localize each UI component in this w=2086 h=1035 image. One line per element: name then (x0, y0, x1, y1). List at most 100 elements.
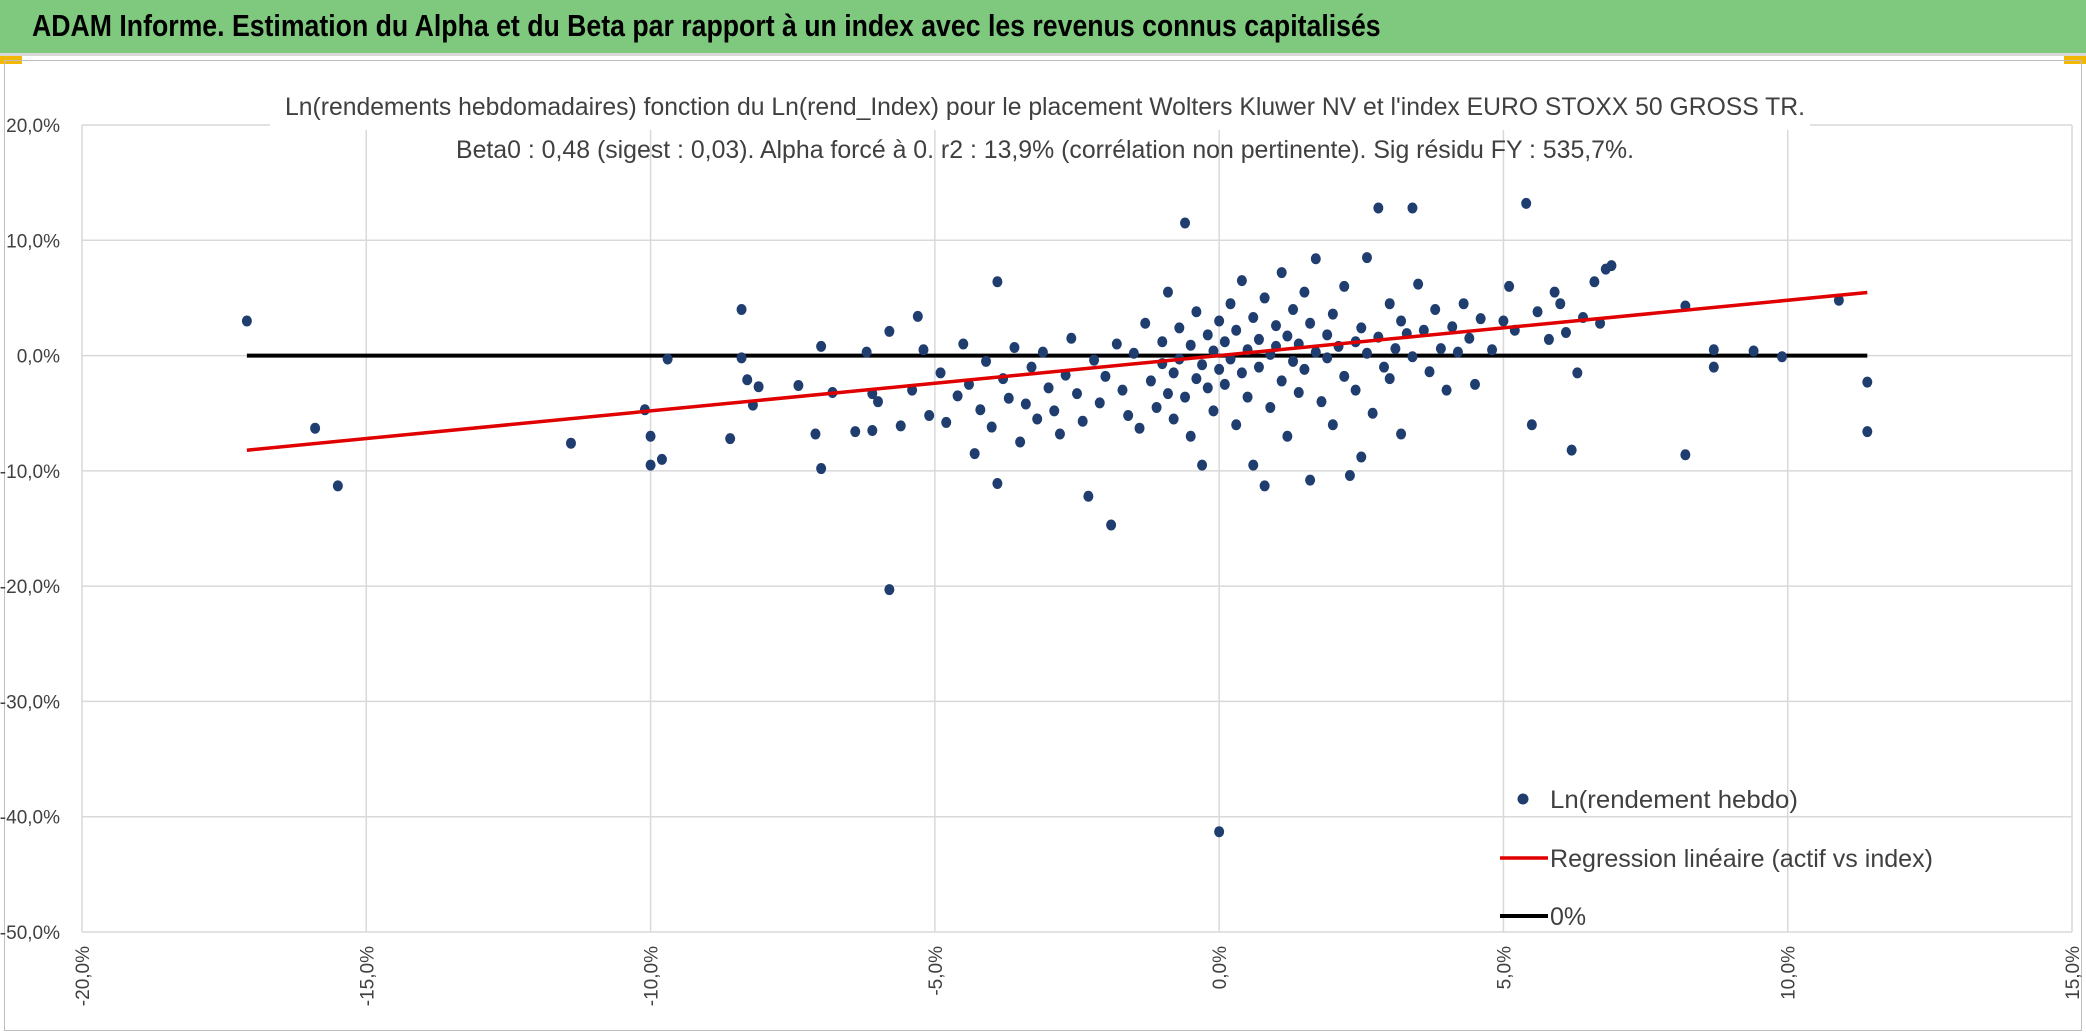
data-point (1595, 317, 1606, 329)
data-point (1521, 197, 1532, 209)
data-point (1748, 345, 1759, 357)
data-point (1015, 436, 1026, 448)
data-point (565, 437, 576, 449)
data-point (645, 430, 656, 442)
data-point (1049, 405, 1060, 417)
data-point (1555, 298, 1566, 310)
data-point (1424, 366, 1435, 378)
x-tick-label: -15,0% (357, 946, 378, 1006)
data-point (1219, 336, 1230, 348)
data-point (1339, 370, 1350, 382)
report-banner: ADAM Informe. Estimation du Alpha et du … (0, 0, 2086, 56)
data-point (1145, 375, 1156, 387)
data-point (1259, 292, 1270, 304)
data-point (1862, 426, 1873, 438)
data-point (861, 346, 872, 358)
data-point (850, 426, 861, 438)
data-point (958, 338, 969, 350)
x-axis-ticks: -20,0% -15,0% -10,0% -5,0% 0,0% 5,0% 10,0% 15,0… (73, 946, 2084, 1006)
report-title: ADAM Informe. Estimation du Alpha et du … (32, 8, 1381, 43)
data-point (1361, 252, 1372, 264)
data-point (975, 404, 986, 416)
data-point (1259, 480, 1270, 492)
data-point (662, 353, 673, 365)
data-point (1339, 280, 1350, 292)
data-point (1390, 343, 1401, 355)
chart-subtitle: Beta0 : 0,48 (sigest : 0,03). Alpha forc… (456, 136, 1634, 164)
data-point (1197, 359, 1208, 371)
data-point (810, 428, 821, 440)
legend-marker-points (1517, 793, 1529, 805)
data-point (1430, 303, 1441, 315)
data-point (1373, 202, 1384, 214)
data-point (873, 396, 883, 408)
data-point (1322, 352, 1333, 364)
x-tick-label: 15,0% (2063, 946, 2084, 1000)
data-point (924, 410, 935, 422)
data-point (1265, 401, 1276, 413)
data-point (1037, 346, 1048, 358)
data-point (1504, 280, 1515, 292)
data-point (1020, 398, 1031, 410)
x-tick-label: 5,0% (1494, 946, 1515, 989)
data-point (884, 584, 895, 596)
data-point (1003, 392, 1014, 404)
data-point (1560, 327, 1571, 339)
regression-line (246, 290, 1868, 452)
data-point (725, 433, 736, 445)
data-point (1452, 346, 1463, 358)
x-tick-label: 10,0% (1779, 946, 1800, 1000)
data-point (1282, 330, 1293, 342)
data-point (1777, 351, 1788, 363)
data-point (1282, 430, 1293, 442)
data-point (1327, 419, 1338, 431)
x-tick-label: -5,0% (926, 946, 947, 996)
data-point (884, 325, 895, 337)
data-point (1344, 469, 1355, 481)
data-point (656, 453, 667, 465)
data-point (1077, 415, 1088, 427)
y-tick-label: -20,0% (0, 577, 60, 598)
data-point (1248, 312, 1259, 324)
data-point (867, 425, 878, 437)
data-point (1322, 329, 1333, 341)
legend-label-points: Ln(rendement hebdo) (1550, 786, 1798, 814)
data-point (1276, 375, 1287, 387)
data-point (332, 480, 343, 492)
data-point (1208, 405, 1219, 417)
legend-label-regression: Regression linéaire (actif vs index) (1550, 845, 1933, 873)
data-point (1140, 317, 1151, 329)
data-point (1214, 363, 1225, 375)
data-point (816, 340, 827, 352)
data-point (1384, 298, 1395, 310)
chart-title: Ln(rendements hebdomadaires) fonction du… (285, 93, 1805, 121)
data-point (1111, 338, 1122, 350)
data-point (1157, 336, 1168, 348)
data-point (1464, 332, 1475, 344)
data-point (1168, 367, 1179, 379)
data-point (1310, 346, 1321, 358)
data-point (1248, 459, 1259, 471)
data-point (1384, 373, 1395, 385)
data-point (1413, 278, 1424, 290)
y-axis-ticks: 20,0% 10,0% 0,0% -10,0% -20,0% -30,0% -40,0% -5… (0, 116, 60, 944)
data-point (1310, 253, 1321, 265)
data-point (1180, 391, 1191, 403)
data-point (986, 421, 997, 433)
data-point (895, 420, 906, 432)
data-point (1162, 286, 1173, 298)
data-point (1316, 396, 1327, 408)
y-tick-label: -30,0% (0, 692, 60, 713)
data-point (912, 310, 923, 322)
data-point (1458, 298, 1469, 310)
data-point (1202, 329, 1213, 341)
data-point (1441, 384, 1452, 396)
data-point (1288, 355, 1299, 367)
data-point (1174, 322, 1185, 334)
data-point (1219, 378, 1230, 390)
data-point (1054, 428, 1065, 440)
data-point (1356, 322, 1367, 334)
data-point (1407, 351, 1418, 363)
data-point (1833, 294, 1844, 306)
data-point (1151, 401, 1162, 413)
